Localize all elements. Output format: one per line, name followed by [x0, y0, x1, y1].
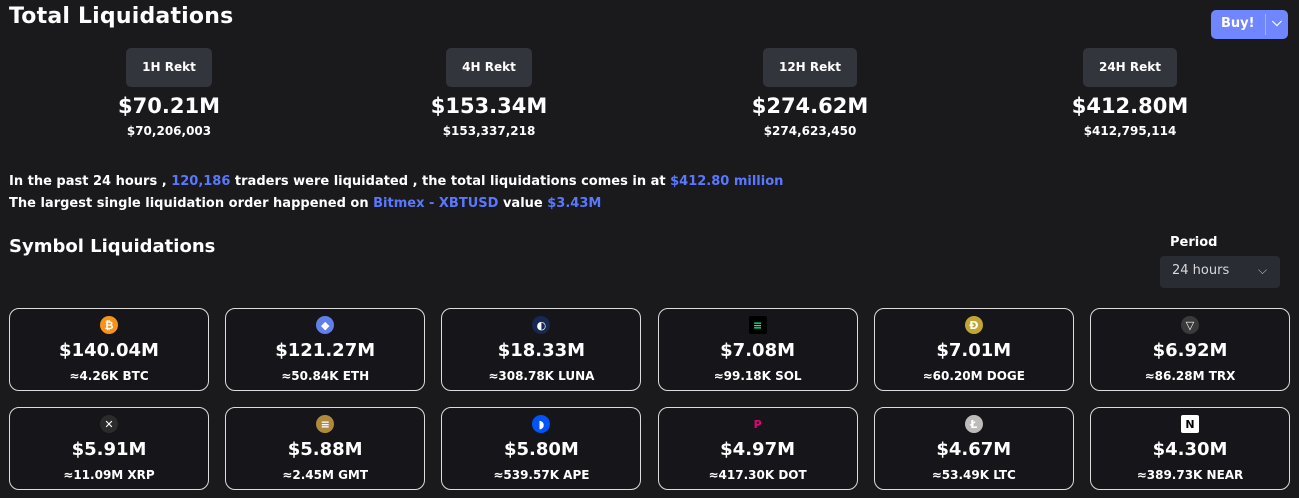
symbol-card[interactable]: Ð $7.01M ≈60.20M DOGE [873, 308, 1074, 391]
symbol-card[interactable]: ▽ $6.92M ≈86.28M TRX [1090, 308, 1290, 391]
symbol-amount: $7.01M [936, 340, 1012, 361]
symbol-quantity: ≈99.18K SOL [713, 369, 802, 383]
summary-text: value [498, 196, 548, 211]
symbol-quantity: ≈60.20M DOGE [922, 369, 1025, 383]
symbol-quantity: ≈417.30K DOT [708, 468, 807, 482]
period-stat: 4H Rekt $153.34M $153,337,218 [369, 48, 609, 138]
section-title: Symbol Liquidations [9, 236, 216, 257]
buy-button-label: Buy! [1221, 16, 1255, 31]
symbol-amount: $6.92M [1152, 340, 1228, 361]
traders-count: 120,186 [171, 174, 231, 189]
symbol-amount: $140.04M [59, 340, 159, 361]
period-exact-amount: $153,337,218 [442, 124, 536, 138]
symbol-quantity: ≈308.78K LUNA [488, 369, 595, 383]
symbol-card[interactable]: ◗ $5.80M ≈539.57K APE [441, 407, 642, 490]
exchange-link[interactable]: Bitmex - XBTUSD [373, 196, 499, 211]
bitcoin-icon: ₿ [100, 316, 118, 334]
symbol-amount: $4.30M [1152, 439, 1228, 460]
ethereum-icon: ◆ [316, 316, 335, 334]
period-amount: $70.21M [118, 94, 220, 118]
litecoin-icon: Ł [964, 415, 983, 433]
gmt-icon: ≡ [316, 415, 335, 433]
symbol-quantity: ≈50.84K ETH [281, 369, 370, 383]
largest-order-value: $3.43M [547, 196, 602, 211]
period-badge[interactable]: 24H Rekt [1082, 48, 1177, 87]
period-exact-amount: $412,795,114 [1083, 124, 1177, 138]
symbol-card[interactable]: ✕ $5.91M ≈11.09M XRP [9, 407, 209, 490]
summary-line-1: In the past 24 hours , 120,186 traders w… [9, 171, 783, 193]
summary-text: traders were liquidated , the total liqu… [230, 174, 671, 189]
period-select-value: 24 hours [1172, 263, 1230, 278]
symbol-card[interactable]: ◆ $121.27M ≈50.84K ETH [225, 308, 426, 391]
symbol-amount: $121.27M [275, 340, 376, 361]
symbol-card[interactable]: Ł $4.67M ≈53.49K LTC [873, 407, 1074, 490]
symbol-card[interactable]: ₿ $140.04M ≈4.26K BTC [9, 308, 209, 391]
symbol-card[interactable]: P $4.97M ≈417.30K DOT [657, 407, 858, 490]
symbol-quantity: ≈53.49K LTC [931, 468, 1016, 482]
period-badge[interactable]: 12H Rekt [762, 48, 857, 87]
period-badge[interactable]: 1H Rekt [126, 48, 212, 87]
xrp-icon: ✕ [100, 415, 118, 433]
polkadot-icon: P [748, 415, 767, 433]
period-amount: $153.34M [430, 94, 548, 118]
symbol-amount: $4.67M [936, 439, 1012, 460]
symbol-amount: $18.33M [497, 340, 586, 361]
period-amount: $412.80M [1071, 94, 1189, 118]
symbol-quantity: ≈389.73K NEAR [1136, 468, 1244, 482]
symbol-amount: $7.08M [720, 340, 796, 361]
period-amount: $274.62M [751, 94, 869, 118]
symbol-card[interactable]: ≡ $7.08M ≈99.18K SOL [657, 308, 858, 391]
dogecoin-icon: Ð [964, 316, 983, 334]
period-stat: 24H Rekt $412.80M $412,795,114 [1010, 48, 1250, 138]
symbol-card[interactable]: ◐ $18.33M ≈308.78K LUNA [441, 308, 642, 391]
period-exact-amount: $70,206,003 [126, 124, 212, 138]
symbol-amount: $5.80M [503, 439, 579, 460]
symbol-quantity: ≈11.09M XRP [63, 468, 155, 482]
apecoin-icon: ◗ [532, 415, 551, 433]
chevron-down-icon[interactable]: ⌵ [1272, 15, 1282, 30]
period-badge[interactable]: 4H Rekt [446, 48, 532, 87]
period-stat: 1H Rekt $70.21M $70,206,003 [49, 48, 289, 138]
total-liquidations: $412.80 million [670, 174, 784, 189]
period-stat: 12H Rekt $274.62M $274,623,450 [690, 48, 930, 138]
buy-button-divider [1265, 14, 1266, 35]
symbol-quantity: ≈539.57K APE [493, 468, 590, 482]
summary-line-2: The largest single liquidation order hap… [9, 193, 783, 215]
symbol-quantity: ≈4.26K BTC [69, 369, 149, 383]
summary-text: The largest single liquidation order hap… [9, 196, 374, 211]
page-title: Total Liquidations [9, 4, 234, 29]
symbol-quantity: ≈2.45M GMT [282, 468, 369, 482]
liquidation-summary: In the past 24 hours , 120,186 traders w… [9, 171, 783, 215]
period-label: Period [1170, 235, 1218, 250]
symbol-amount: $5.88M [287, 439, 363, 460]
buy-button[interactable]: Buy! ⌵ [1211, 10, 1288, 39]
near-icon: N [1181, 415, 1199, 433]
summary-text: In the past 24 hours , [9, 174, 172, 189]
symbol-card[interactable]: N $4.30M ≈389.73K NEAR [1090, 407, 1290, 490]
period-select[interactable]: 24 hours ⌵ [1160, 256, 1280, 288]
symbol-card[interactable]: ≡ $5.88M ≈2.45M GMT [225, 407, 426, 490]
period-exact-amount: $274,623,450 [763, 124, 857, 138]
symbol-amount: $5.91M [71, 439, 147, 460]
symbol-quantity: ≈86.28M TRX [1144, 369, 1236, 383]
symbol-amount: $4.97M [720, 439, 796, 460]
luna-icon: ◐ [532, 316, 551, 334]
tron-icon: ▽ [1181, 316, 1199, 334]
solana-icon: ≡ [748, 316, 767, 334]
chevron-down-icon: ⌵ [1258, 263, 1268, 277]
